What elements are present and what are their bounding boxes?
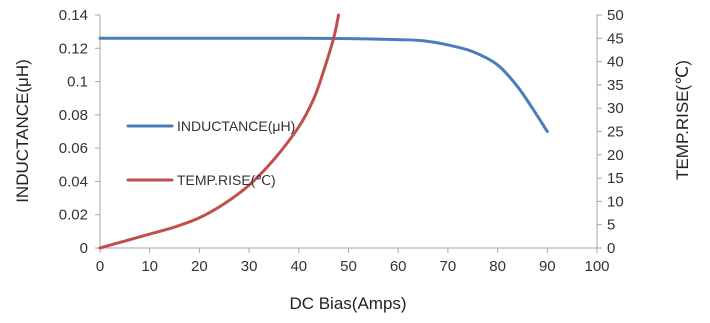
legend-label-inductance: INDUCTANCE(μH) <box>177 118 295 134</box>
y-right-tick-label: 20 <box>607 147 624 164</box>
x-axis-title: DC Bias(Amps) <box>289 294 406 313</box>
y-right-tick-label: 30 <box>607 100 624 117</box>
x-tick-label: 80 <box>489 258 506 275</box>
y-left-tick-label: 0.06 <box>59 140 88 157</box>
y-right-tick-label: 5 <box>607 217 615 234</box>
ticks-group: 0 10 20 30 40 50 60 70 80 90 10000.020.040.060.080… <box>59 7 624 275</box>
x-tick-label: 20 <box>191 258 208 275</box>
temp-rise-line <box>98 13 341 250</box>
y-left-tick-label: 0 <box>80 240 88 257</box>
x-tick-label: 40 <box>290 258 307 275</box>
x-tick-label: 30 <box>241 258 258 275</box>
x-tick-label: 50 <box>340 258 357 275</box>
y-right-tick-label: 10 <box>607 193 624 210</box>
y-axis-right-title: TEMP.RISE(℃) <box>673 60 692 180</box>
y-right-tick-label: 40 <box>607 54 624 71</box>
y-left-tick-label: 0.02 <box>59 207 88 224</box>
y-left-tick-label: 0.08 <box>59 107 88 124</box>
x-tick-label: 90 <box>539 258 556 275</box>
y-right-tick-label: 15 <box>607 170 624 187</box>
x-tick-label: 0 <box>96 258 104 275</box>
y-axis-left-title: INDUCTANCE(μH) <box>13 59 32 203</box>
legend-label-temp-rise: TEMP.RISE(℃) <box>177 172 276 188</box>
x-tick-label: 70 <box>440 258 457 275</box>
axes-group <box>99 15 598 249</box>
x-tick-label: 100 <box>584 258 609 275</box>
legend-group: INDUCTANCE(μH) TEMP.RISE(℃) <box>126 118 295 188</box>
series-group <box>98 13 549 250</box>
x-tick-label: 10 <box>141 258 158 275</box>
y-right-tick-label: 0 <box>607 240 615 257</box>
y-left-tick-label: 0.1 <box>67 74 88 91</box>
inductance-line <box>98 36 549 133</box>
y-left-tick-label: 0.14 <box>59 7 88 24</box>
y-right-tick-label: 50 <box>607 7 624 24</box>
y-left-tick-label: 0.04 <box>59 173 88 190</box>
y-right-tick-label: 25 <box>607 124 624 141</box>
y-left-tick-label: 0.12 <box>59 40 88 57</box>
y-right-tick-label: 45 <box>607 30 624 47</box>
y-right-tick-label: 35 <box>607 77 624 94</box>
x-tick-label: 60 <box>390 258 407 275</box>
